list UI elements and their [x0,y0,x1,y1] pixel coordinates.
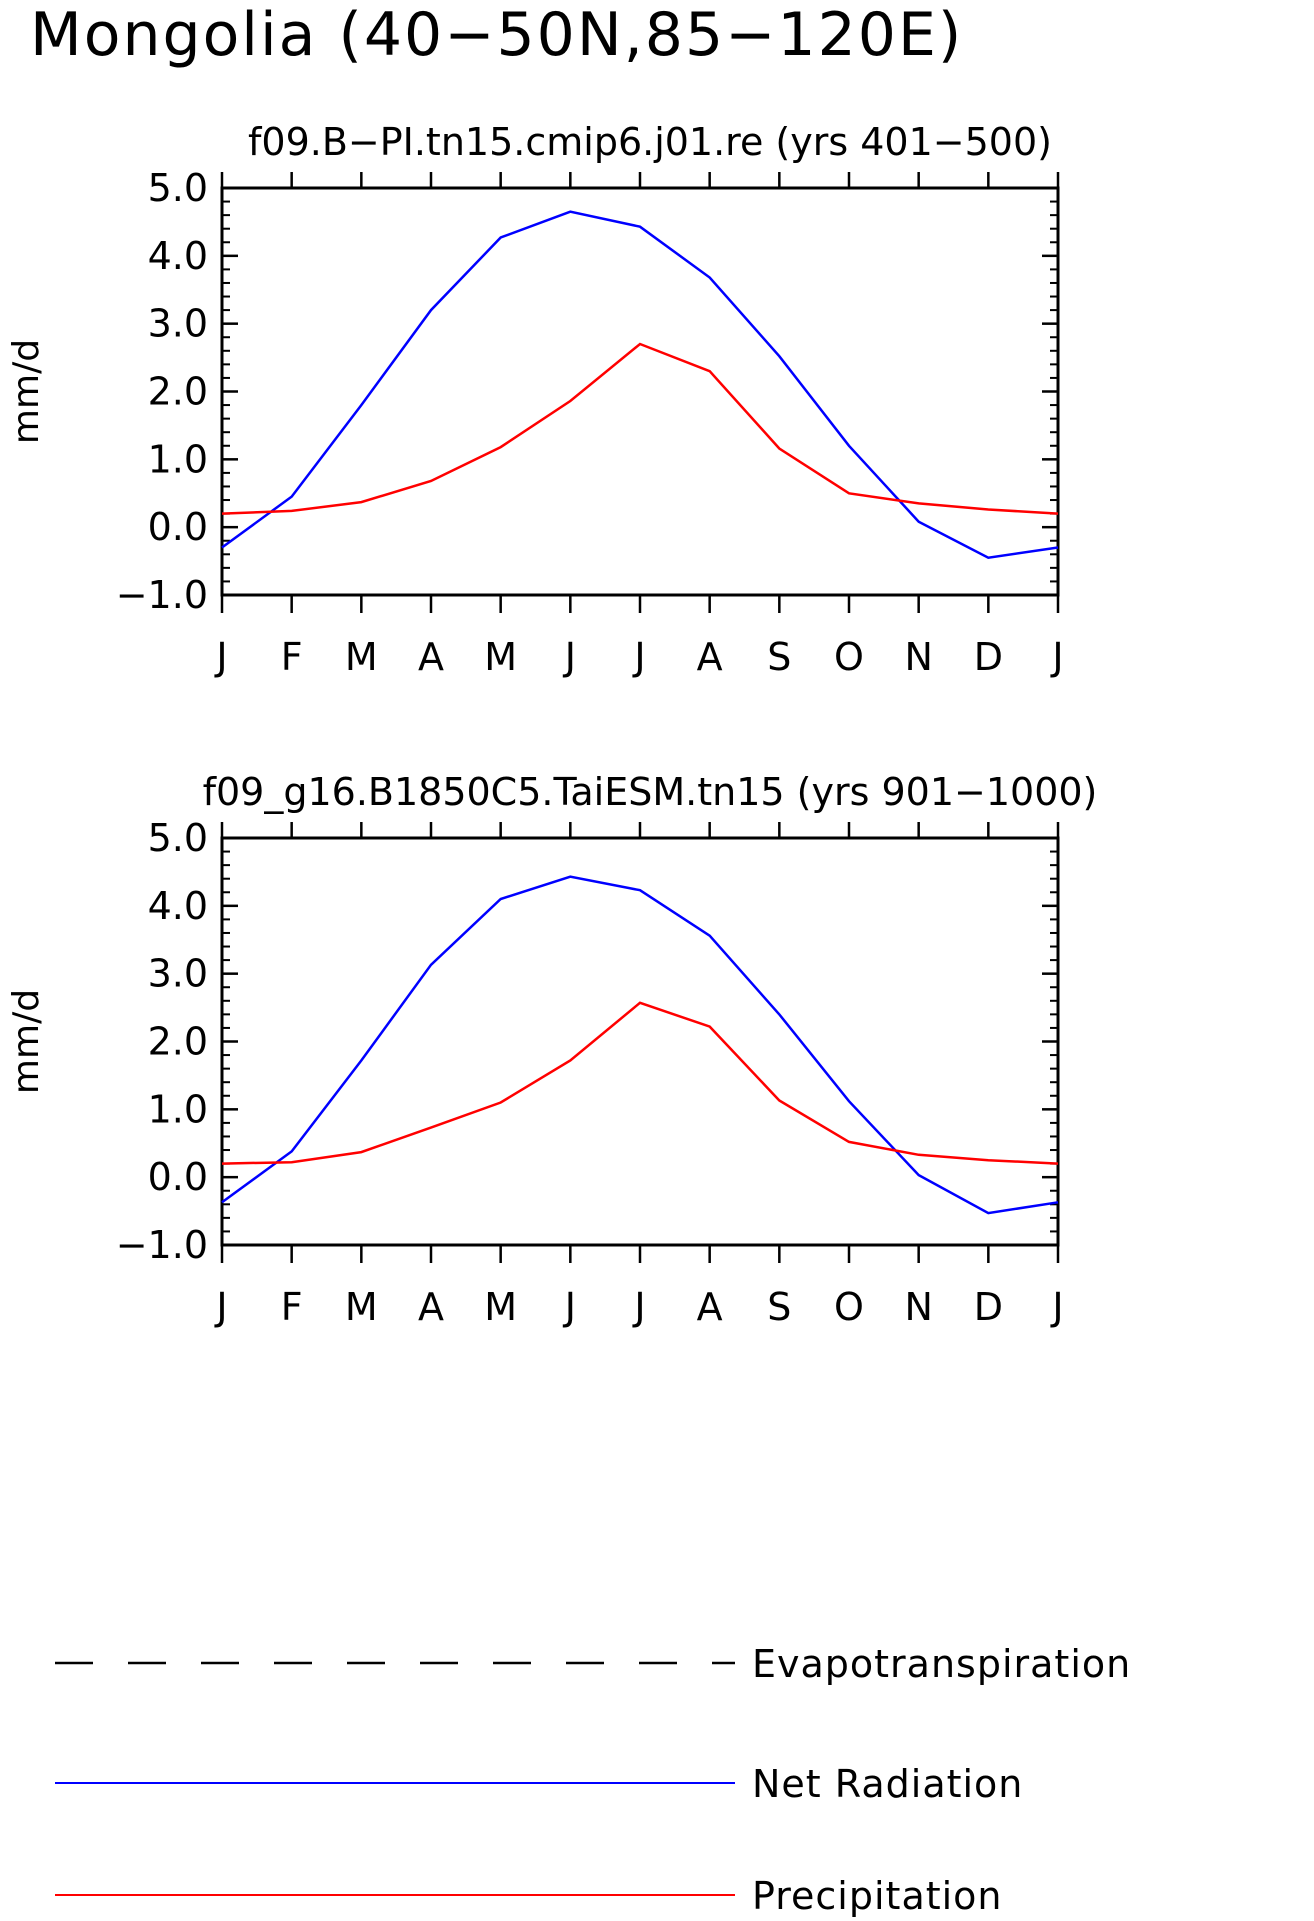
x-tick-label: F [281,1285,303,1329]
x-tick-label: N [904,635,932,679]
x-tick-label: A [418,635,444,679]
legend-precipitation-label: Precipitation [752,1874,1003,1918]
x-tick-label: M [345,1285,378,1329]
x-tick-label: D [974,1285,1003,1329]
x-tick-label: J [1050,1285,1063,1329]
chart-title: f09_g16.B1850C5.TaiESM.tn15 (yrs 901−100… [203,770,1098,814]
y-tick-label: 1.0 [148,437,208,481]
y-tick-label: 2.0 [148,1020,208,1064]
y-axis-label: mm/d [6,989,47,1094]
y-tick-label: 2.0 [148,370,208,414]
chart-panel-top: f09.B−PI.tn15.cmip6.j01.re (yrs 401−500)… [6,120,1064,679]
y-tick-label: 0.0 [148,505,208,549]
x-tick-label: A [697,635,723,679]
y-tick-label: 1.0 [148,1087,208,1131]
series-net-radiation-line [221,875,1059,1215]
series-net-radiation-line [221,210,1059,559]
x-tick-label: M [484,635,517,679]
x-tick-label: J [563,635,576,679]
x-tick-label: O [834,635,864,679]
chart-panel-bottom: f09_g16.B1850C5.TaiESM.tn15 (yrs 901−100… [6,770,1097,1329]
x-tick-label: M [484,1285,517,1329]
x-tick-label: N [904,1285,932,1329]
y-tick-label: 0.0 [148,1155,208,1199]
y-tick-label: 3.0 [148,952,208,996]
x-tick-label: D [974,635,1003,679]
legend-evapotranspiration-label: Evapotranspiration [752,1642,1131,1686]
plot-frame [220,186,1060,597]
x-tick-label: J [1050,635,1063,679]
x-tick-label: J [632,1285,645,1329]
x-tick-label: O [834,1285,864,1329]
y-axis-label: mm/d [6,339,47,444]
series-precipitation-line [221,342,1059,515]
x-tick-label: J [632,635,645,679]
page-title: Mongolia (40−50N,85−120E) [30,0,964,70]
y-tick-label: 4.0 [148,234,208,278]
x-tick-label: J [214,1285,227,1329]
x-tick-label: A [418,1285,444,1329]
y-tick-label: −1.0 [116,1223,208,1267]
series-precipitation-line [221,1001,1059,1165]
y-tick-label: 3.0 [148,302,208,346]
legend-net-radiation-label: Net Radiation [752,1762,1023,1806]
x-tick-label: A [697,1285,723,1329]
x-tick-label: S [767,635,791,679]
x-tick-label: J [563,1285,576,1329]
y-tick-label: −1.0 [116,573,208,617]
x-tick-label: J [214,635,227,679]
x-tick-label: F [281,635,303,679]
y-tick-label: 5.0 [148,166,208,210]
x-tick-label: M [345,635,378,679]
x-tick-label: S [767,1285,791,1329]
y-tick-label: 4.0 [148,884,208,928]
chart-title: f09.B−PI.tn15.cmip6.j01.re (yrs 401−500) [248,120,1052,164]
y-tick-label: 5.0 [148,816,208,860]
legend: Evapotranspiration Net Radiation Precipita… [55,1642,1131,1918]
